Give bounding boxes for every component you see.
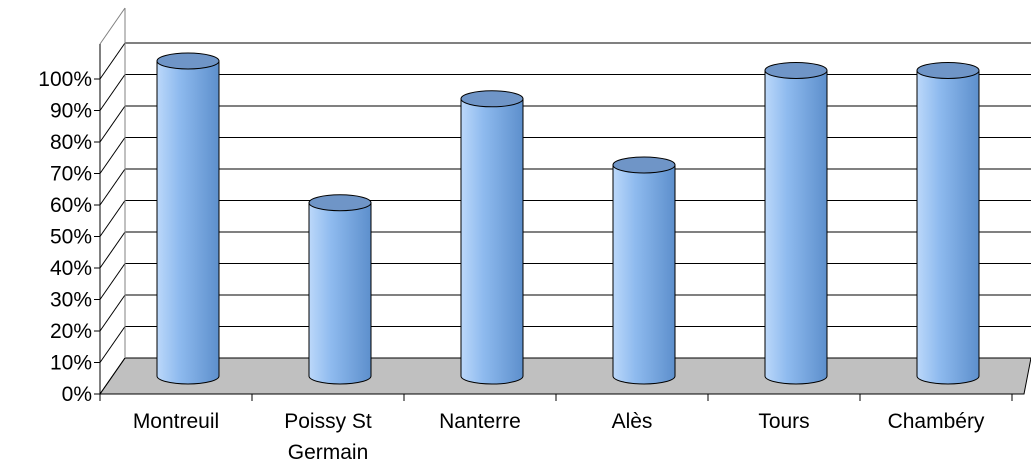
bar-body: [916, 69, 980, 385]
y-tick-labels: 0% 10% 20% 30% 40% 50% 60% 70% 80% 90% 100%: [38, 68, 92, 406]
x-tick-label: Alès: [612, 410, 653, 433]
x-tick-label: Montreuil: [133, 410, 219, 433]
side-gridline: [99, 231, 126, 269]
bar-poissy-st-germain: [308, 194, 372, 385]
gridlines: [99, 42, 1031, 395]
bar-body: [460, 98, 524, 385]
bar-top: [764, 61, 828, 79]
y-tick-label: 70%: [50, 163, 92, 186]
bar-top: [308, 194, 372, 212]
y-tick-label: 10%: [50, 352, 92, 375]
x-tick-label: Poissy St Germain: [284, 410, 372, 464]
bar-top: [916, 61, 980, 79]
side-gridline: [99, 168, 126, 206]
y-tick-label: 0%: [62, 383, 92, 406]
side-gridline: [99, 357, 126, 395]
bar-al-s: [612, 156, 676, 385]
y-tick-label: 30%: [50, 289, 92, 312]
x-tick-label: Tours: [758, 410, 809, 433]
side-gridline: [99, 326, 126, 363]
y-tick-label: 50%: [50, 226, 92, 249]
y-tick-label: 100%: [38, 68, 92, 91]
bar-body: [764, 69, 828, 385]
y-tick-label: 20%: [50, 320, 92, 343]
bar-top: [156, 52, 220, 70]
bar-montreuil: [156, 52, 220, 385]
side-gridline: [99, 74, 126, 111]
side-wall-top-edge: [99, 7, 126, 45]
side-gridline: [99, 137, 126, 174]
y-tick-label: 80%: [50, 131, 92, 154]
bar-body: [156, 60, 220, 385]
side-gridline: [99, 105, 126, 143]
x-tick-label: Chambéry: [888, 410, 985, 433]
axes: [94, 7, 1024, 401]
bars: [156, 52, 980, 385]
bar-top: [460, 90, 524, 108]
side-gridline: [99, 294, 126, 332]
bar-body: [612, 164, 676, 385]
side-gridline: [99, 263, 126, 300]
bar-chamb-ry: [916, 61, 980, 385]
bar-body: [308, 202, 372, 385]
y-tick-label: 40%: [50, 257, 92, 280]
x-tick-labels: Montreuil Poissy St Germain Nanterre Alès Tou…: [133, 410, 985, 464]
x-tick-label: Nanterre: [439, 410, 521, 433]
bar-nanterre: [460, 90, 524, 385]
y-tick-label: 90%: [50, 100, 92, 123]
bar-tours: [764, 61, 828, 385]
bar-top: [612, 156, 676, 174]
y-tick-label: 60%: [50, 194, 92, 217]
side-gridline: [99, 42, 126, 80]
floor-plane: [99, 357, 1031, 395]
chart-floor: [99, 357, 1031, 395]
side-gridline: [99, 200, 126, 237]
